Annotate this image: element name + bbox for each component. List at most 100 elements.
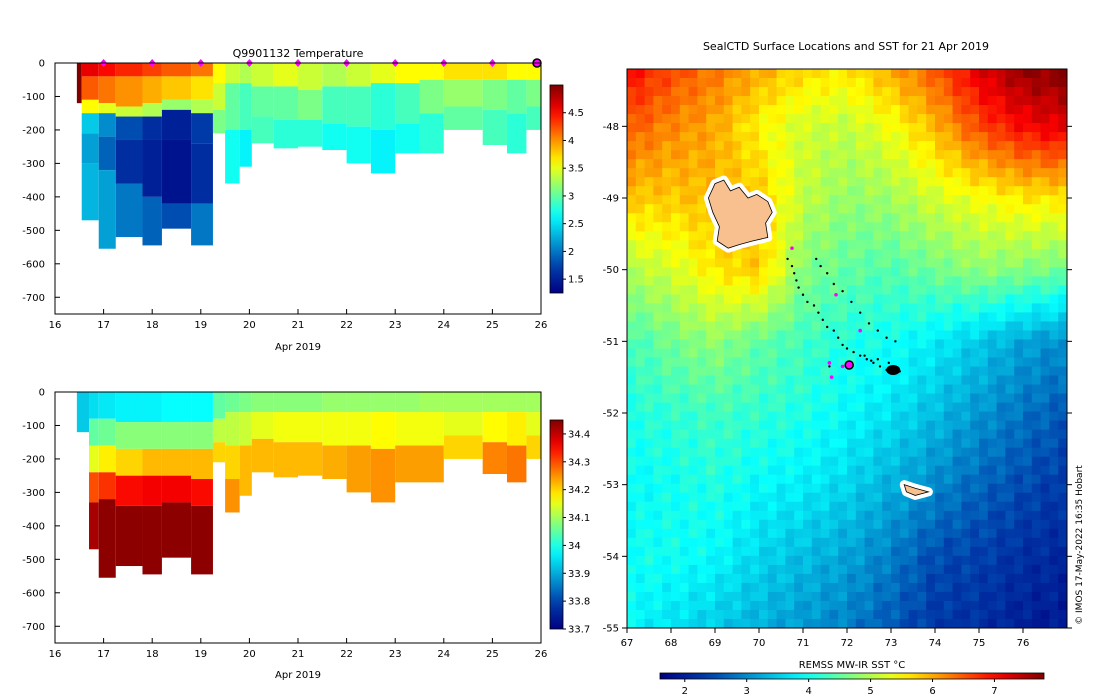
sst-cell (899, 384, 910, 395)
sst-cell (961, 474, 971, 485)
sst-cell (627, 357, 637, 368)
track-point (885, 336, 888, 339)
sst-cell (679, 492, 690, 503)
sst-cell (741, 510, 751, 521)
sst-cell (635, 501, 646, 512)
sst-cell (926, 213, 936, 223)
profile-cell (395, 412, 420, 446)
sst-cell (750, 96, 760, 106)
sst-cell (671, 114, 681, 124)
sst-cell (970, 69, 980, 79)
sst-cell (855, 222, 866, 232)
sst-cell (715, 411, 725, 422)
sst-cell (1005, 96, 1015, 106)
sst-cell (679, 474, 690, 485)
sst-cell (644, 276, 654, 286)
sst-cell (864, 483, 874, 494)
sst-cell (1040, 312, 1050, 323)
sst-cell (653, 249, 663, 259)
sst-cell (820, 537, 830, 548)
sst-cell (759, 123, 769, 133)
sst-cell (847, 159, 857, 169)
sst-cell (627, 249, 637, 259)
sst-cell (811, 546, 822, 557)
sst-cell (882, 429, 892, 440)
sst-cell (829, 105, 839, 115)
sst-cell (1014, 168, 1024, 178)
sst-cell (635, 564, 646, 575)
sst-cell (996, 231, 1006, 241)
sst-cell (899, 366, 910, 377)
sst-cell (1023, 132, 1033, 142)
sst-cell (952, 321, 962, 332)
sst-cell (961, 150, 971, 160)
sst-cell (899, 240, 910, 250)
sst-cell (1023, 483, 1033, 494)
sst-cell (776, 177, 786, 187)
sst-cell (1014, 303, 1024, 314)
sst-cell (987, 285, 998, 296)
sst-cell (653, 258, 663, 268)
daily-point (834, 292, 838, 297)
sst-cell (1049, 132, 1059, 142)
sst-cell (1031, 609, 1042, 620)
sst-cell (935, 276, 945, 286)
sst-cell (996, 393, 1006, 404)
sst-cell (653, 240, 663, 250)
sst-cell (838, 258, 848, 268)
sst-cell (767, 375, 778, 386)
sst-cell (794, 258, 804, 268)
sst-cell (1040, 168, 1050, 178)
profile-cell (212, 442, 226, 463)
sst-cell (750, 321, 760, 332)
sst-cell (635, 456, 646, 467)
sst-cell (855, 366, 866, 377)
sst-cell (855, 393, 866, 404)
sst-cell (838, 465, 848, 476)
sst-cell (803, 312, 813, 323)
sst-cell (679, 96, 690, 106)
profile-cell (395, 392, 420, 413)
sst-cell (732, 159, 742, 169)
sst-cell (935, 150, 945, 160)
sst-cell (882, 87, 892, 97)
sst-cell (671, 591, 681, 602)
sst-colorbar-tick-label: 2 (682, 686, 688, 697)
sst-cell (723, 78, 734, 88)
sst-cell (996, 582, 1006, 593)
sst-cell (767, 447, 778, 458)
sst-cell (794, 123, 804, 133)
sst-cell (961, 249, 971, 259)
sst-cell (899, 150, 910, 160)
sst-cell (1023, 366, 1033, 377)
sst-cell (855, 312, 866, 323)
sst-cell (635, 537, 646, 548)
sst-cell (882, 339, 892, 350)
sst-cell (627, 312, 637, 323)
sst-cell (635, 105, 646, 115)
sst-cell (873, 105, 883, 115)
profile-cell (346, 126, 371, 164)
sst-cell (926, 258, 936, 268)
profile-cell (239, 63, 252, 84)
sst-cell (715, 429, 725, 440)
sst-cell (917, 249, 927, 259)
sst-cell (794, 276, 804, 286)
sst-cell (996, 132, 1006, 142)
sst-cell (723, 276, 734, 286)
sst-cell (1049, 519, 1059, 530)
y-tick-label: -600 (22, 259, 45, 270)
sst-cell (838, 429, 848, 440)
sst-cell (697, 177, 707, 187)
sst-cell (935, 105, 945, 115)
sst-cell (759, 519, 769, 530)
sst-cell (662, 231, 672, 241)
sst-cell (1031, 240, 1042, 250)
sst-cell (697, 285, 707, 296)
sst-cell (820, 465, 830, 476)
sst-cell (785, 564, 795, 575)
y-tick-label: -100 (22, 92, 45, 103)
sst-cell (1049, 195, 1059, 205)
sst-cell (679, 438, 690, 449)
sst-cell (679, 177, 690, 187)
